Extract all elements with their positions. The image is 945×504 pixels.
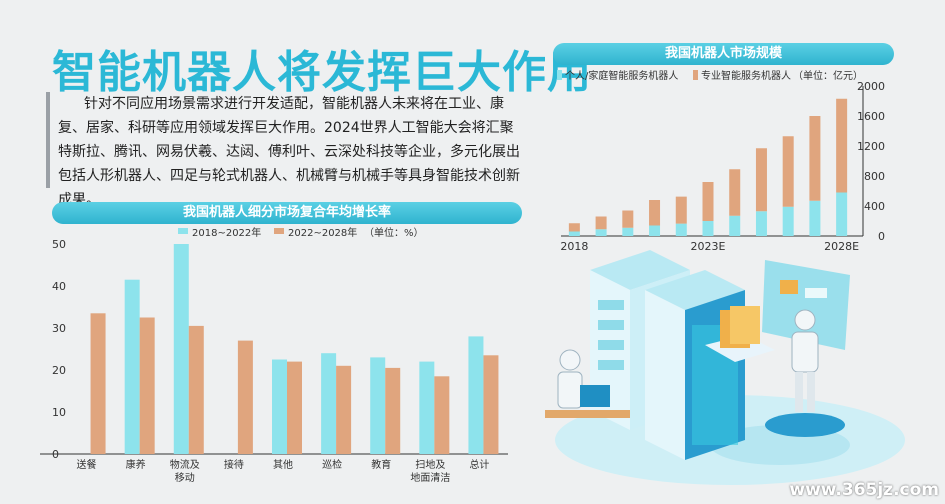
y-tick-label: 800: [864, 170, 885, 183]
bar-2020-s0: [622, 227, 634, 236]
x-tick-label: 地面清洁: [410, 471, 450, 482]
bar-2021-s1: [649, 200, 661, 226]
bar-康养-s0: [124, 279, 140, 454]
bar-2018-s1: [568, 223, 580, 232]
bar-2021-s0: [649, 225, 661, 236]
bar-2020-s1: [622, 210, 634, 228]
bar-2023-s1: [702, 182, 714, 221]
x-tick-label: 2023E: [691, 240, 726, 253]
bar-其他-s1: [287, 361, 302, 454]
desk-robot: [545, 349, 630, 418]
y-tick-label: 30: [52, 322, 66, 335]
legend-swatch: [178, 228, 188, 234]
y-tick-label: 0: [878, 230, 885, 243]
bar-2023-s0: [702, 221, 714, 236]
bar-其他-s0: [272, 359, 287, 454]
y-tick-label: 20: [52, 364, 66, 377]
legend-swatch: [557, 70, 562, 80]
bar-2027-s0: [809, 200, 821, 236]
bar-2027-s1: [809, 116, 821, 201]
bar-教育-s0: [370, 357, 386, 454]
holo-screen: [762, 260, 850, 350]
x-tick-label: 总计: [469, 458, 489, 471]
bar-送餐-s1: [90, 313, 106, 454]
y-tick-label: 40: [52, 280, 66, 293]
x-tick-label: 扫地及: [415, 458, 445, 471]
market-size-chart: 个人/家庭智能服务机器人 专业智能服务机器人 （单位：亿元） 0 400 800 1200 1…: [557, 69, 885, 253]
y-tick-label: 1200: [857, 140, 885, 153]
bar-教育-s1: [385, 367, 401, 454]
intro-paragraph: 针对不同应用场景需求进行开发适配，智能机器人未来将在工业、康复、居家、科研等应用…: [58, 96, 520, 208]
y-tick-label: 400: [864, 200, 885, 213]
unit-label: （单位：亿元）: [793, 69, 863, 82]
bar-康养-s1: [139, 317, 155, 454]
bar-总计-s1: [483, 355, 499, 454]
legend-swatch: [274, 228, 284, 234]
bar-2022-s0: [675, 223, 687, 236]
bar-2028-s1: [836, 98, 848, 193]
y-tick-label: 10: [52, 406, 66, 419]
bar-2025-s1: [755, 148, 767, 212]
legend-label: 2018~2022年: [192, 226, 261, 239]
cagr-chart-title: 我国机器人细分市场复合年均增长率: [52, 202, 522, 224]
bar-2028-s0: [836, 192, 848, 236]
bar-2026-s1: [782, 136, 794, 207]
x-tick-label: 送餐: [77, 458, 97, 471]
bar-巡检-s1: [336, 365, 352, 454]
x-tick-label: 其他: [273, 458, 293, 471]
intro-accent-bar: [46, 92, 50, 188]
bar-扫地及地面清洁-s0: [419, 361, 435, 454]
humanoid-robot: [765, 309, 845, 437]
x-tick-label: 2028E: [824, 240, 859, 253]
bar-巡检-s0: [321, 353, 337, 454]
x-tick-label: 巡检: [322, 458, 342, 471]
x-tick-label: 接待: [224, 458, 244, 471]
y-tick-label: 50: [52, 238, 66, 251]
bar-接待-s1: [237, 340, 253, 454]
market-size-chart-title: 我国机器人市场规模: [553, 43, 894, 65]
server-rack-right: [645, 270, 745, 460]
watermark: www.365jz.com: [789, 480, 939, 500]
bar-2026-s0: [782, 206, 794, 236]
bar-2024-s0: [729, 215, 741, 236]
bar-2024-s1: [729, 169, 741, 216]
bar-2019-s1: [595, 216, 607, 230]
legend-swatch: [693, 70, 698, 80]
x-tick-label: 康养: [126, 458, 146, 471]
x-tick-label: 2018: [560, 240, 588, 253]
bar-2022-s1: [675, 196, 687, 224]
bar-2025-s0: [755, 211, 767, 236]
bar-物流及移动-s1: [188, 325, 204, 454]
bar-2018-s0: [568, 231, 580, 236]
bar-2019-s0: [595, 229, 607, 236]
robot-server-illustration: [545, 250, 905, 485]
legend-label: 个人/家庭智能服务机器人: [565, 69, 678, 82]
y-tick-label: 2000: [857, 80, 885, 93]
x-tick-label: 物流及: [170, 458, 200, 471]
bar-物流及移动-s0: [173, 244, 189, 454]
y-tick-label: 1600: [857, 110, 885, 123]
x-tick-label: 移动: [175, 471, 195, 482]
file-cabinet: [705, 306, 775, 362]
x-tick-label: 教育: [371, 458, 391, 471]
legend-label: 专业智能服务机器人: [701, 69, 791, 82]
unit-label: （单位：%）: [364, 226, 424, 239]
legend-label: 2022~2028年: [288, 226, 357, 239]
cagr-chart: 2018~2022年2022~2028年（单位：%）01020304050送餐康…: [40, 226, 508, 482]
bar-扫地及地面清洁-s1: [434, 376, 450, 454]
bar-总计-s0: [468, 336, 484, 454]
page-title: 智能机器人将发挥巨大作用: [52, 47, 592, 98]
